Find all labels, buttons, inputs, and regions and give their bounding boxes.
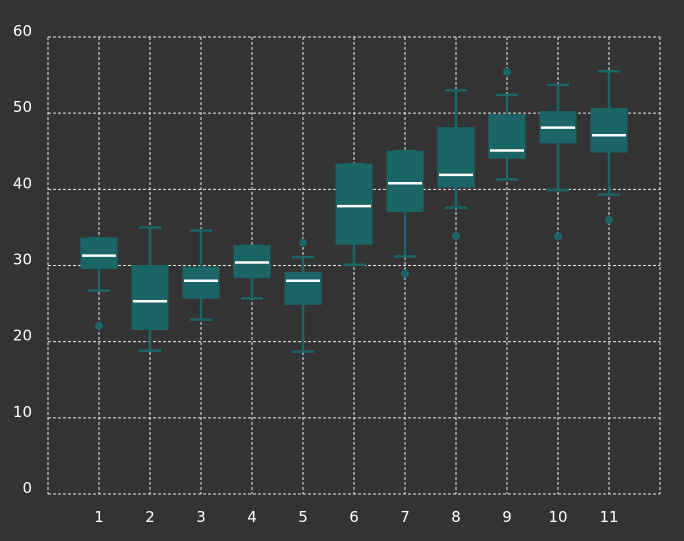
box-8	[437, 89, 475, 240]
outlier-point	[299, 238, 307, 247]
box-series	[80, 68, 628, 353]
box-3	[182, 229, 220, 321]
outlier-point	[605, 215, 613, 224]
box-2	[131, 226, 169, 353]
y-tick-label: 50	[13, 98, 32, 116]
box-1	[80, 236, 118, 330]
y-tick-label: 60	[13, 22, 32, 40]
x-tick-label: 8	[451, 508, 461, 526]
y-tick-label: 30	[13, 251, 32, 269]
x-tick-label: 10	[548, 508, 567, 526]
x-tick-label: 5	[298, 508, 308, 526]
box-11	[590, 70, 628, 224]
y-tick-label: 40	[13, 174, 32, 192]
x-tick-label: 6	[349, 508, 359, 526]
iqr-box	[131, 265, 169, 330]
iqr-box	[80, 237, 118, 270]
outlier-point	[452, 231, 460, 240]
box-5	[284, 238, 322, 353]
y-tick-label: 20	[13, 327, 32, 345]
iqr-box	[437, 127, 475, 188]
box-9	[488, 68, 526, 181]
x-tick-label: 9	[502, 508, 512, 526]
y-tick-label: 10	[13, 403, 32, 421]
x-tick-label: 4	[247, 508, 257, 526]
box-6	[335, 162, 373, 266]
y-axis-tick-labels: 0 10 20 30 40 50 60	[13, 22, 32, 497]
x-axis-tick-labels: 1 2 3 4 5 6 7 8 9 10 11	[94, 508, 618, 526]
x-tick-label: 1	[94, 508, 104, 526]
box-7	[386, 150, 424, 278]
iqr-box	[182, 266, 220, 299]
outlier-point	[503, 68, 511, 77]
iqr-box	[335, 163, 373, 245]
outlier-point	[95, 321, 103, 330]
y-tick-label: 0	[22, 479, 32, 497]
outlier-point	[554, 232, 562, 241]
outlier-point	[401, 269, 409, 278]
x-tick-label: 2	[145, 508, 155, 526]
box-10	[539, 83, 577, 241]
x-tick-label: 11	[599, 508, 618, 526]
iqr-box	[284, 271, 322, 305]
iqr-box	[386, 150, 424, 212]
iqr-box	[590, 108, 628, 153]
x-tick-label: 7	[400, 508, 410, 526]
box-4	[233, 244, 271, 300]
x-tick-label: 3	[196, 508, 206, 526]
